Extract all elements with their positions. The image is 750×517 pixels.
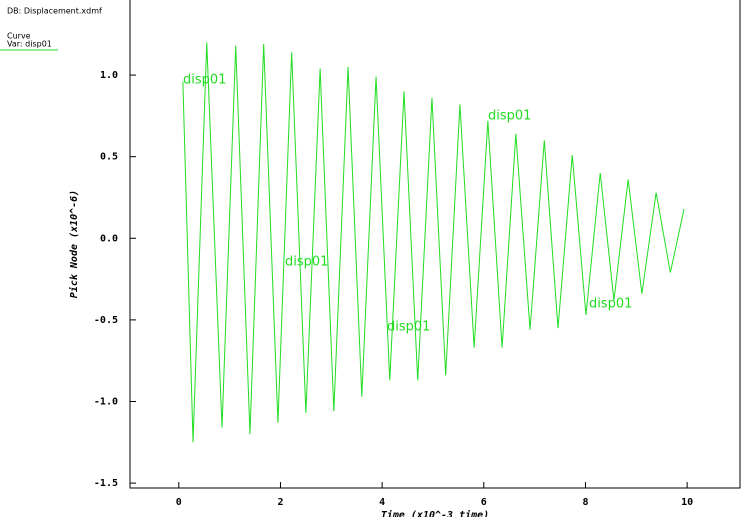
curve-label: disp01 xyxy=(589,297,632,312)
curve-label: disp01 xyxy=(488,109,531,124)
x-tick-label: 2 xyxy=(277,497,283,508)
x-axis-title: Time (x10^-3 time) xyxy=(381,509,489,517)
x-tick-label: 8 xyxy=(582,497,588,508)
y-tick-label: -1.5 xyxy=(94,478,118,489)
y-axis-title: Pick Node (x10^-6) xyxy=(68,190,80,298)
legend-var: Var: disp01 xyxy=(7,40,52,49)
y-tick-label: 1.0 xyxy=(100,70,118,81)
y-tick-label: 0.0 xyxy=(100,233,118,244)
x-tick-label: 10 xyxy=(681,497,693,508)
y-tick-label: -0.5 xyxy=(94,315,118,326)
curve-label: disp01 xyxy=(285,255,328,270)
y-tick-label: -1.0 xyxy=(94,396,118,407)
x-tick-label: 6 xyxy=(481,497,487,508)
curve-label: disp01 xyxy=(387,320,430,335)
y-tick-label: 0.5 xyxy=(100,152,118,163)
db-label: DB: Displacement.xdmf xyxy=(7,7,102,16)
plot-frame xyxy=(129,0,741,489)
curve xyxy=(182,42,685,443)
x-tick-label: 4 xyxy=(379,497,385,508)
legend-title: Curve xyxy=(7,32,31,41)
x-tick-label: 0 xyxy=(176,497,182,508)
curve-label: disp01 xyxy=(183,73,226,88)
